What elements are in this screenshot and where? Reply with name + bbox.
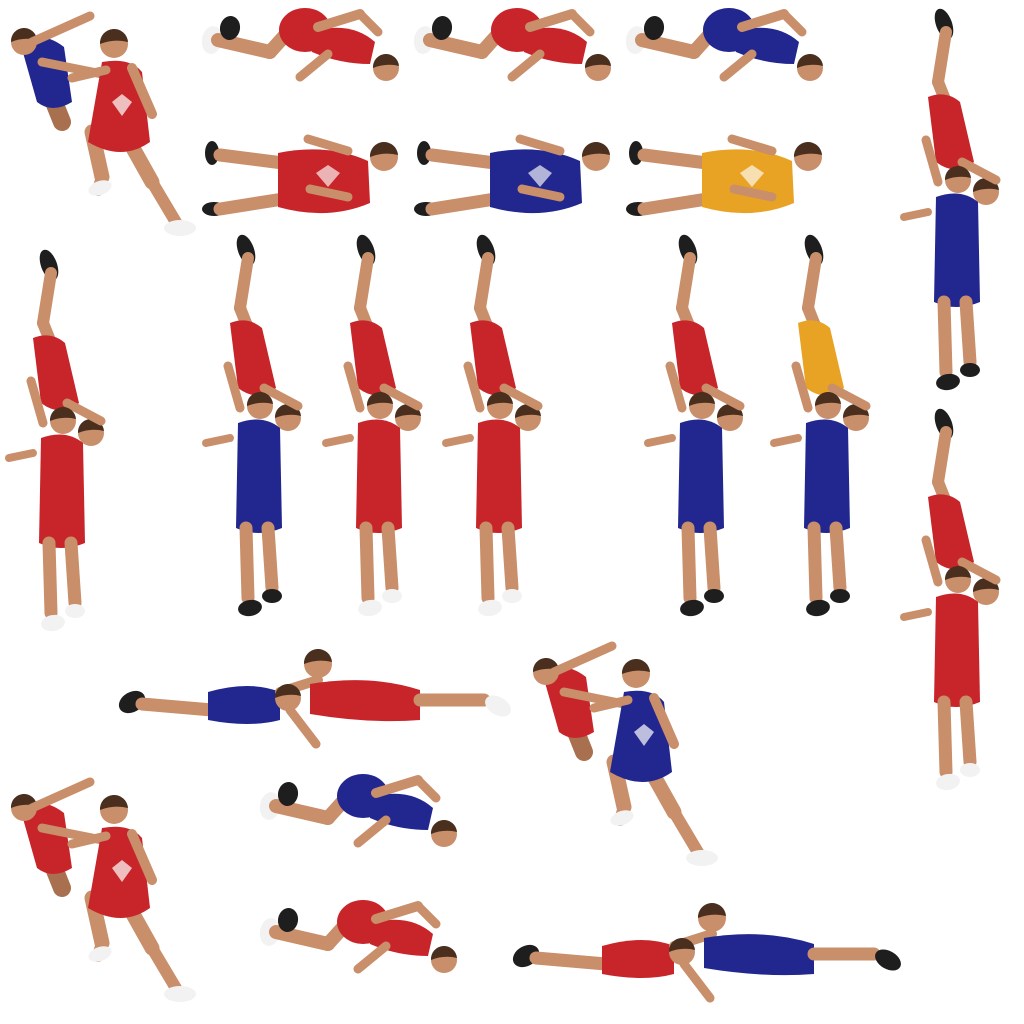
sprite-lift-red-by-red-right	[897, 402, 1015, 804]
sprite-tumble-red-1	[200, 2, 405, 87]
sprite-prone-pair-red-blue-figure	[512, 902, 901, 1003]
sprite-lift-red-by-blue-right	[897, 2, 1015, 400]
sprite-lift-orange-by-blue-figure	[770, 234, 871, 617]
sprite-lift-red-by-red-2	[438, 228, 558, 628]
sprite-tumble-blue-1	[624, 2, 829, 87]
sprite-tumble-red-3	[258, 894, 457, 982]
sprite-lift-red-by-blue-2	[640, 228, 760, 628]
sprite-tumble-blue-1-figure	[625, 8, 823, 82]
sprite-lift-red-by-red-2-figure	[442, 234, 543, 617]
sprite-lying-blue-figure	[414, 134, 610, 216]
sprite-lift-red-by-red-left-figure	[5, 249, 106, 632]
sprite-tumble-blue-2-figure	[259, 774, 457, 848]
sprite-prone-pair-blue-red	[118, 640, 524, 755]
sprite-tumble-red-2	[412, 2, 617, 87]
sprite-lift-red-by-red-right-figure	[900, 408, 1001, 791]
sprite-pair-grapple-red-blue	[524, 632, 720, 872]
sprite-pair-grapple-red-red-figure	[10, 777, 196, 1002]
sprite-lift-red-by-blue-right-figure	[900, 8, 1001, 391]
sprite-prone-pair-blue-red-figure	[118, 648, 511, 749]
sprite-pair-grapple-blue-red-figure	[10, 11, 196, 236]
sprite-tumble-red-3-figure	[259, 900, 457, 974]
sprite-lift-red-by-red-left	[2, 243, 120, 643]
sprite-lift-red-by-blue-1	[198, 228, 318, 628]
sprite-pair-grapple-blue-red	[2, 2, 198, 240]
sprite-tumble-red-2-figure	[413, 8, 611, 82]
sprite-tumble-blue-2	[258, 768, 472, 868]
sprite-pair-grapple-red-blue-figure	[532, 641, 718, 866]
sprite-tumble-red-1-figure	[201, 8, 399, 82]
sprite-lift-orange-by-blue	[766, 228, 886, 628]
sprite-prone-pair-red-blue	[512, 894, 914, 1016]
sprite-lift-red-by-red-1	[318, 228, 438, 628]
sprite-lift-red-by-blue-1-figure	[202, 234, 303, 617]
sprite-pair-grapple-red-red	[2, 768, 200, 1006]
sprite-lift-red-by-blue-2-figure	[644, 234, 745, 617]
sprite-lying-red	[198, 133, 408, 223]
sprite-lying-blue	[410, 133, 620, 223]
sprite-lying-orange-figure	[626, 134, 822, 216]
sprite-lift-red-by-red-1-figure	[322, 234, 423, 617]
sprite-lying-orange	[622, 133, 832, 223]
sprite-lying-red-figure	[202, 134, 398, 216]
